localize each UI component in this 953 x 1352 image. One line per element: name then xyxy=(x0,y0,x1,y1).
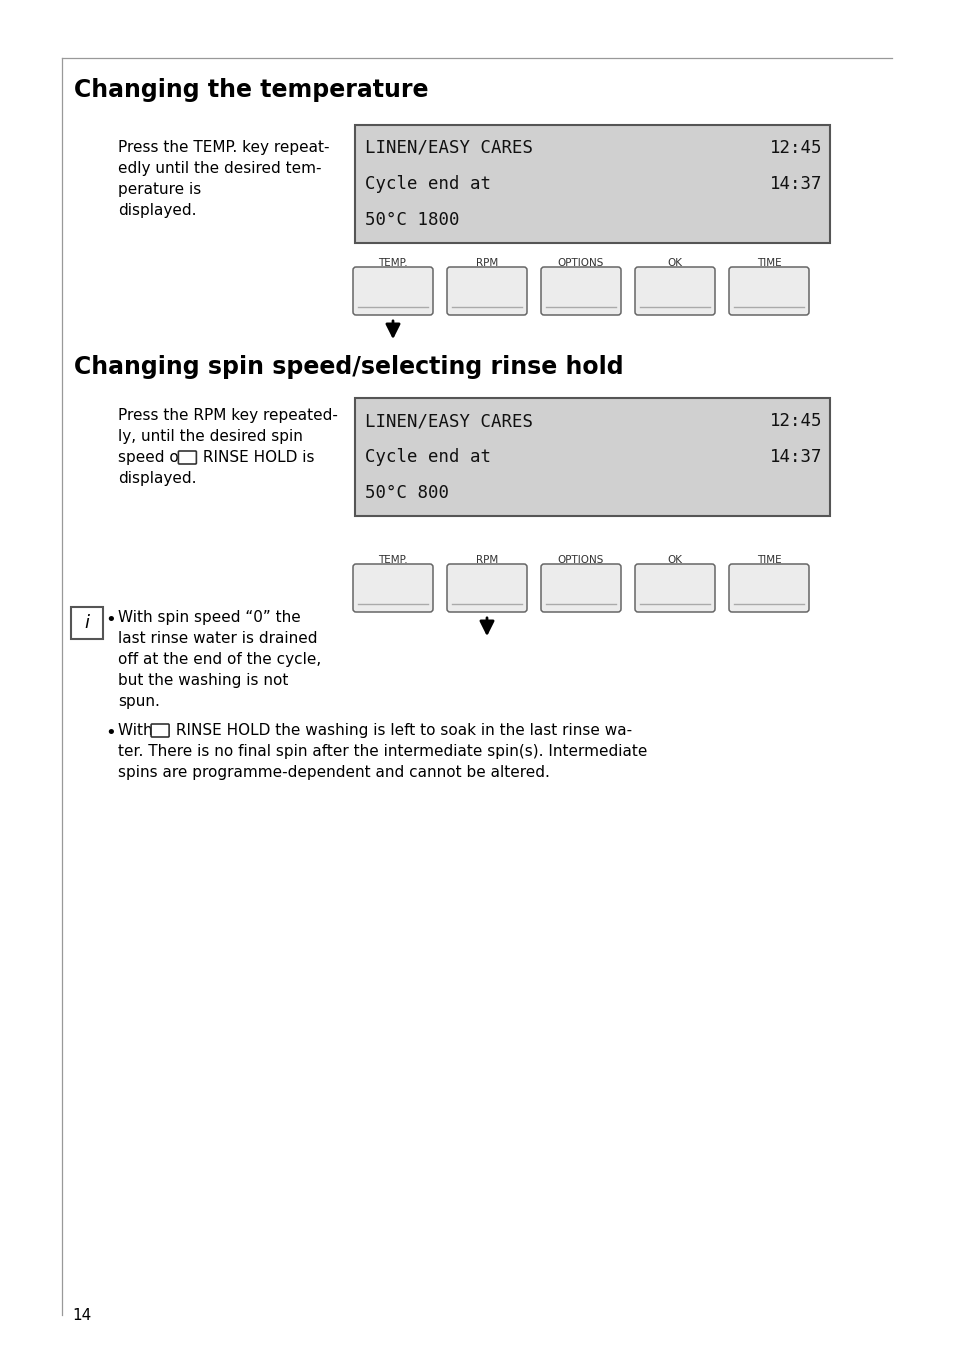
Text: RPM: RPM xyxy=(476,556,497,565)
Text: displayed.: displayed. xyxy=(118,203,196,218)
Text: Press the RPM key repeated-: Press the RPM key repeated- xyxy=(118,408,337,423)
Text: Changing the temperature: Changing the temperature xyxy=(74,78,428,101)
Text: off at the end of the cycle,: off at the end of the cycle, xyxy=(118,652,321,667)
Text: ly, until the desired spin: ly, until the desired spin xyxy=(118,429,302,443)
Text: 14: 14 xyxy=(71,1307,91,1324)
Text: TIME: TIME xyxy=(756,556,781,565)
FancyBboxPatch shape xyxy=(540,564,620,612)
Text: ter. There is no final spin after the intermediate spin(s). Intermediate: ter. There is no final spin after the in… xyxy=(118,744,647,758)
Text: RPM: RPM xyxy=(476,258,497,268)
Text: Press the TEMP. key repeat-: Press the TEMP. key repeat- xyxy=(118,141,329,155)
Text: but the washing is not: but the washing is not xyxy=(118,673,288,688)
Text: RINSE HOLD is: RINSE HOLD is xyxy=(198,450,314,465)
Text: 50°C 1800: 50°C 1800 xyxy=(365,211,459,228)
FancyBboxPatch shape xyxy=(353,564,433,612)
Text: perature is: perature is xyxy=(118,183,201,197)
Text: 50°C 800: 50°C 800 xyxy=(365,484,449,502)
Text: spun.: spun. xyxy=(118,694,160,708)
FancyBboxPatch shape xyxy=(540,266,620,315)
Text: speed or: speed or xyxy=(118,450,190,465)
FancyBboxPatch shape xyxy=(178,452,196,464)
Text: LINEN/EASY CARES: LINEN/EASY CARES xyxy=(365,412,533,430)
Text: TEMP.: TEMP. xyxy=(377,556,407,565)
FancyBboxPatch shape xyxy=(447,564,526,612)
Text: With spin speed “0” the: With spin speed “0” the xyxy=(118,610,300,625)
Text: last rinse water is drained: last rinse water is drained xyxy=(118,631,317,646)
FancyBboxPatch shape xyxy=(151,725,169,737)
FancyBboxPatch shape xyxy=(447,266,526,315)
Text: 14:37: 14:37 xyxy=(769,448,821,466)
Text: 12:45: 12:45 xyxy=(769,412,821,430)
Text: TEMP.: TEMP. xyxy=(377,258,407,268)
Text: 14:37: 14:37 xyxy=(769,174,821,193)
Text: edly until the desired tem-: edly until the desired tem- xyxy=(118,161,321,176)
FancyBboxPatch shape xyxy=(728,266,808,315)
FancyBboxPatch shape xyxy=(71,607,103,639)
Text: •: • xyxy=(105,725,115,742)
Text: OK: OK xyxy=(667,556,681,565)
Text: With: With xyxy=(118,723,157,738)
Text: Cycle end at: Cycle end at xyxy=(365,174,491,193)
Text: Changing spin speed/selecting rinse hold: Changing spin speed/selecting rinse hold xyxy=(74,356,623,379)
Text: 12:45: 12:45 xyxy=(769,139,821,157)
Text: OPTIONS: OPTIONS xyxy=(558,258,603,268)
Text: •: • xyxy=(105,611,115,629)
Text: OK: OK xyxy=(667,258,681,268)
FancyBboxPatch shape xyxy=(355,124,829,243)
Text: i: i xyxy=(85,614,90,631)
Text: displayed.: displayed. xyxy=(118,470,196,485)
Text: TIME: TIME xyxy=(756,258,781,268)
FancyBboxPatch shape xyxy=(728,564,808,612)
Text: Cycle end at: Cycle end at xyxy=(365,448,491,466)
Text: RINSE HOLD the washing is left to soak in the last rinse wa-: RINSE HOLD the washing is left to soak i… xyxy=(171,723,632,738)
FancyBboxPatch shape xyxy=(635,266,714,315)
FancyBboxPatch shape xyxy=(355,397,829,516)
Text: LINEN/EASY CARES: LINEN/EASY CARES xyxy=(365,139,533,157)
FancyBboxPatch shape xyxy=(635,564,714,612)
Text: spins are programme-dependent and cannot be altered.: spins are programme-dependent and cannot… xyxy=(118,765,549,780)
Text: OPTIONS: OPTIONS xyxy=(558,556,603,565)
FancyBboxPatch shape xyxy=(353,266,433,315)
